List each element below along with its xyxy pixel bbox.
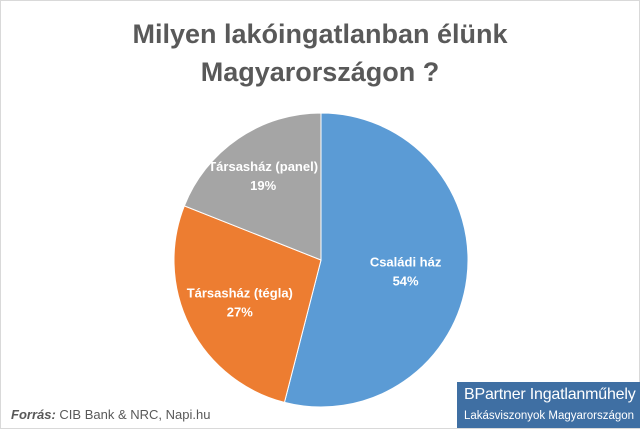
chart-title: Milyen lakóingatlanban élünk Magyarorszá…: [1, 15, 639, 91]
slice-value-csaladi-haz: 54%: [393, 274, 419, 289]
source-note: Forrás: CIB Bank & NRC, Napi.hu: [11, 407, 210, 422]
source-label: Forrás:: [11, 407, 56, 422]
pie-slice-csaladi-haz: [283, 112, 469, 408]
brand-tagline: Lakásviszonyok Magyarországon: [464, 410, 635, 422]
slice-value-tarsashaz-panel: 19%: [250, 178, 276, 193]
slice-label-tarsashaz-tegla: Társasház (tégla): [187, 285, 293, 300]
chart-title-line-1: Milyen lakóingatlanban élünk: [132, 19, 508, 49]
slice-label-tarsashaz-panel: Társasház (panel): [208, 159, 318, 174]
slice-value-tarsashaz-tegla: 27%: [227, 304, 253, 319]
brand-name: BPartner Ingatlanműhely: [464, 386, 636, 403]
chart-title-line-2: Magyarországon ?: [200, 57, 440, 87]
pie-slice-tarsashaz-tegla: [173, 205, 322, 403]
brand-badge: BPartner Ingatlanműhely Lakásviszonyok M…: [457, 382, 640, 428]
pie-slice-tarsashaz-panel: [183, 112, 322, 261]
source-text: CIB Bank & NRC, Napi.hu: [59, 407, 211, 422]
slice-label-csaladi-haz: Családi ház: [370, 255, 442, 270]
